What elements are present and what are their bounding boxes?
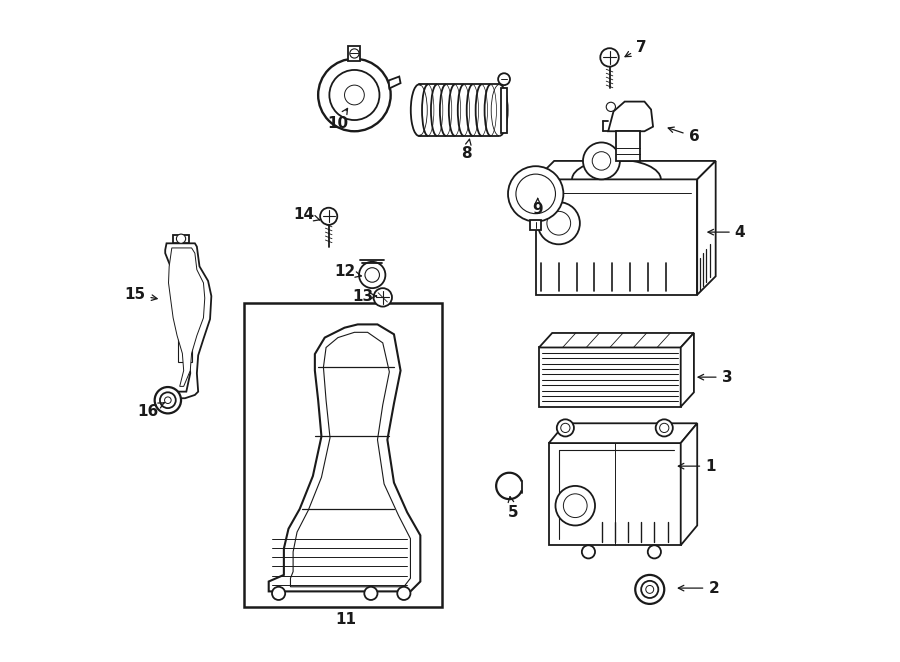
Circle shape <box>350 49 359 58</box>
Circle shape <box>320 208 338 225</box>
Circle shape <box>345 85 364 105</box>
Bar <box>500 88 508 132</box>
Circle shape <box>646 585 653 593</box>
Text: 7: 7 <box>625 40 646 57</box>
Polygon shape <box>616 131 640 161</box>
Circle shape <box>329 70 380 120</box>
Circle shape <box>516 174 555 214</box>
Circle shape <box>592 152 611 170</box>
Bar <box>348 46 360 61</box>
Circle shape <box>656 419 673 436</box>
Circle shape <box>165 397 171 404</box>
Text: 1: 1 <box>679 459 716 473</box>
Polygon shape <box>539 333 694 348</box>
Bar <box>244 303 442 606</box>
Polygon shape <box>536 161 716 179</box>
Bar <box>530 220 541 230</box>
Text: 5: 5 <box>508 496 518 520</box>
Polygon shape <box>698 161 716 295</box>
Text: 15: 15 <box>124 287 158 303</box>
Text: 2: 2 <box>679 581 719 596</box>
Polygon shape <box>680 333 694 407</box>
Circle shape <box>272 587 285 600</box>
Circle shape <box>397 587 410 600</box>
Circle shape <box>600 48 619 67</box>
Circle shape <box>660 423 669 432</box>
Text: 13: 13 <box>353 289 376 304</box>
Circle shape <box>160 393 176 408</box>
Circle shape <box>508 166 563 222</box>
Circle shape <box>641 581 658 598</box>
Circle shape <box>581 545 595 559</box>
Text: 3: 3 <box>698 369 733 385</box>
Text: 10: 10 <box>328 109 348 131</box>
Bar <box>549 443 680 545</box>
Text: 4: 4 <box>708 224 745 240</box>
Bar <box>536 179 698 295</box>
Text: 12: 12 <box>334 264 361 279</box>
Polygon shape <box>291 332 410 587</box>
Circle shape <box>364 587 377 600</box>
Circle shape <box>365 267 380 282</box>
Circle shape <box>176 234 185 244</box>
Polygon shape <box>269 324 420 591</box>
Polygon shape <box>168 248 205 387</box>
Polygon shape <box>173 235 189 244</box>
Text: 11: 11 <box>336 612 356 627</box>
Circle shape <box>561 423 570 432</box>
Circle shape <box>563 494 587 518</box>
Circle shape <box>319 59 391 131</box>
Text: 14: 14 <box>293 207 320 222</box>
Circle shape <box>498 73 510 85</box>
Circle shape <box>557 419 574 436</box>
Circle shape <box>607 102 616 111</box>
Circle shape <box>359 261 385 288</box>
Circle shape <box>555 486 595 526</box>
Text: 9: 9 <box>533 199 543 217</box>
Circle shape <box>155 387 181 413</box>
Circle shape <box>635 575 664 604</box>
Polygon shape <box>178 339 192 362</box>
Circle shape <box>537 202 580 244</box>
Text: 8: 8 <box>461 139 472 160</box>
Text: 16: 16 <box>138 402 165 419</box>
Polygon shape <box>680 423 698 545</box>
Polygon shape <box>608 101 653 131</box>
Text: 6: 6 <box>668 127 699 144</box>
Polygon shape <box>549 423 698 443</box>
Circle shape <box>648 545 661 559</box>
Polygon shape <box>166 244 212 399</box>
Circle shape <box>547 211 571 235</box>
Circle shape <box>374 288 392 307</box>
Circle shape <box>583 142 620 179</box>
Polygon shape <box>389 77 400 89</box>
Bar <box>539 348 680 407</box>
